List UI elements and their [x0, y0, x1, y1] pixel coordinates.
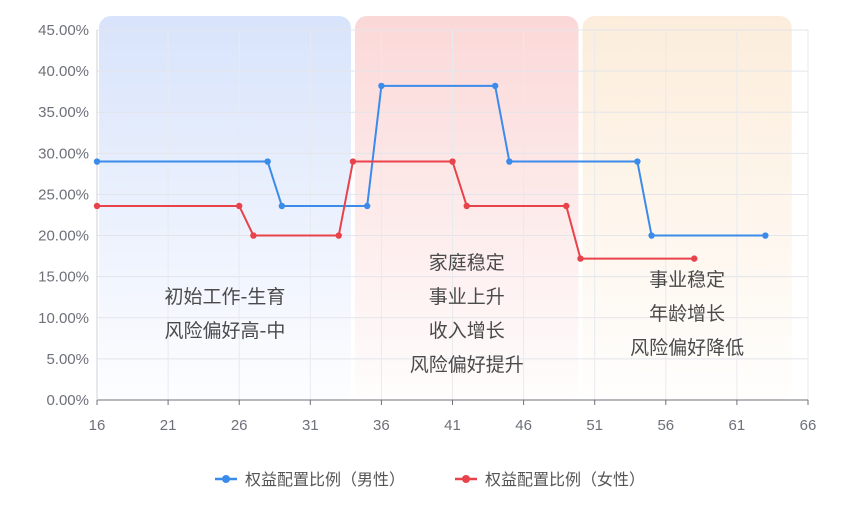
- y-tick-label: 30.00%: [38, 145, 89, 162]
- legend-label: 权益配置比例（男性）: [245, 470, 405, 489]
- phase-text: 初始工作-生育: [165, 286, 286, 308]
- grid-lines: [97, 29, 809, 400]
- x-tick-label: 56: [657, 417, 674, 434]
- data-point: [349, 158, 357, 165]
- data-point: [449, 158, 456, 165]
- phase-text: 风险偏好降低: [630, 337, 744, 359]
- data-point: [634, 158, 641, 165]
- y-tick-label: 35.00%: [38, 104, 89, 121]
- x-tick-label: 21: [160, 417, 177, 434]
- y-tick-label: 20.00%: [38, 228, 89, 245]
- y-tick-label: 10.00%: [38, 310, 89, 327]
- legend[interactable]: 权益配置比例（男性） 权益配置比例（女性）: [215, 470, 645, 489]
- x-tick-label: 66: [800, 417, 817, 434]
- x-tick-label: 36: [373, 417, 390, 434]
- x-tick-label: 26: [231, 417, 248, 434]
- legend-label: 权益配置比例（女性）: [485, 470, 645, 489]
- data-point: [363, 202, 371, 210]
- phase-text: 年龄增长: [649, 303, 725, 325]
- phase-text: 事业稳定: [649, 269, 725, 291]
- series-line-2: [97, 160, 695, 260]
- data-point: [93, 202, 101, 210]
- x-tick-label: 31: [302, 417, 319, 434]
- data-point: [378, 82, 385, 90]
- data-point: [577, 255, 584, 262]
- x-tick-label: 51: [586, 417, 603, 434]
- y-tick-label: 45.00%: [38, 22, 89, 39]
- y-tick-label: 15.00%: [38, 269, 89, 286]
- data-point: [563, 202, 570, 210]
- y-tick-label: 0.00%: [46, 392, 89, 409]
- y-tick-label: 40.00%: [38, 63, 89, 80]
- series-line-1: [97, 84, 766, 237]
- phase-band-1: [99, 16, 351, 400]
- y-tick-label: 25.00%: [38, 186, 89, 203]
- phase-text: 风险偏好提升: [410, 354, 524, 376]
- x-tick-label: 61: [729, 417, 746, 434]
- legend-item-1[interactable]: 权益配置比例（男性）: [215, 470, 405, 489]
- legend-item-2[interactable]: 权益配置比例（女性）: [455, 470, 645, 489]
- data-point: [762, 232, 769, 239]
- data-point: [264, 158, 271, 165]
- phase-text: 事业上升: [429, 286, 505, 308]
- data-point: [250, 232, 257, 239]
- data-point: [463, 202, 470, 210]
- data-point: [648, 232, 655, 239]
- axes: 0.00% 5.00% 10.00% 15.00% 20.00% 25.00% 30.00%…: [38, 22, 816, 434]
- data-point: [93, 158, 101, 165]
- data-point: [691, 255, 698, 262]
- phase-text: 收入增长: [429, 320, 505, 342]
- phase-text: 风险偏好高-中: [165, 320, 286, 342]
- legend-swatch-dot: [462, 475, 470, 483]
- data-point: [491, 82, 499, 90]
- data-point: [335, 232, 342, 239]
- series-lines: [93, 82, 769, 262]
- data-point: [506, 158, 513, 165]
- legend-swatch-dot: [222, 475, 230, 483]
- x-tick-label: 41: [444, 417, 461, 434]
- x-tick-label: 46: [515, 417, 532, 434]
- x-tick-label: 16: [89, 417, 106, 434]
- y-tick-label: 5.00%: [46, 351, 89, 368]
- phase-text: 家庭稳定: [429, 252, 505, 274]
- data-point: [278, 202, 286, 210]
- data-point: [236, 202, 243, 210]
